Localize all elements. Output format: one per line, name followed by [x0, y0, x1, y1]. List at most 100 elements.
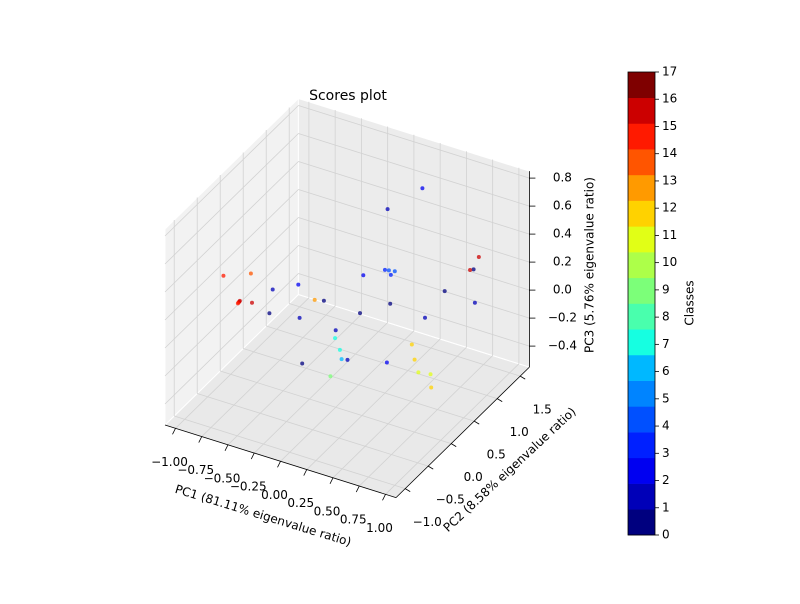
x-tick-label: −1.00 [151, 455, 188, 469]
tick-mark [198, 436, 203, 443]
x-tick-label: 1.00 [366, 521, 393, 535]
data-point [235, 301, 240, 306]
colorbar-tick-label: 14 [662, 146, 677, 160]
data-point [442, 289, 447, 294]
grid-line [164, 245, 299, 377]
colorbar-segment [628, 354, 655, 381]
grid-line [201, 305, 336, 437]
x-tick-label: −0.50 [204, 471, 241, 485]
grid-line [220, 370, 452, 444]
y-tick-label: 1.5 [533, 403, 552, 417]
data-point [248, 271, 253, 276]
y-tick-label: 1.0 [510, 425, 529, 439]
data-point [476, 255, 481, 260]
grid-line [174, 415, 406, 489]
y-tick-label: 0.0 [464, 470, 483, 484]
colorbar-segment [628, 432, 655, 459]
colorbar-tick-label: 12 [662, 201, 677, 215]
tick-mark [277, 461, 281, 468]
colorbar-tick-label: 1 [662, 500, 670, 514]
grid-line [197, 393, 429, 467]
data-point [296, 282, 301, 287]
tick-mark [382, 494, 386, 501]
colorbar-tick-label: 6 [662, 364, 670, 378]
colorbar-tick-label: 11 [662, 228, 677, 242]
grid-line [298, 161, 530, 235]
grid-line [164, 161, 299, 293]
colorbar-segment [628, 200, 655, 227]
data-point [388, 272, 393, 277]
data-point [382, 267, 387, 272]
x-tick-label: 0.00 [261, 488, 288, 502]
colorbar-tick-label: 13 [662, 173, 677, 187]
colorbar-segment [628, 226, 655, 253]
tick-mark [519, 375, 526, 380]
grid-line [164, 189, 299, 321]
data-point [339, 357, 344, 362]
tick-mark [473, 420, 480, 425]
colorbar-frame [627, 71, 656, 536]
colorbar-segment [628, 174, 655, 201]
data-point [270, 287, 275, 292]
grid-line [298, 105, 530, 179]
x-tick-label: 0.25 [287, 496, 314, 510]
tick-mark [404, 488, 411, 492]
data-point [300, 361, 305, 366]
colorbar-segment [628, 483, 655, 510]
data-point [358, 311, 362, 316]
data-point [416, 370, 421, 375]
z-tick-label: 0.4 [553, 227, 572, 241]
data-point [384, 360, 389, 365]
colorbar-tick-label: 2 [662, 473, 670, 487]
data-point [333, 336, 338, 341]
grid-line [164, 217, 299, 349]
colorbar-tick-label: 4 [662, 419, 670, 433]
tick-mark [172, 428, 176, 435]
colorbar-segment [628, 303, 655, 330]
z-tick-label: −0.4 [548, 339, 577, 353]
colorbar-segment [628, 406, 655, 433]
x-tick-label: 0.50 [314, 504, 341, 518]
data-point [250, 300, 254, 305]
colorbar-tick-label: 10 [662, 255, 677, 269]
grid-line [298, 217, 530, 291]
z-axis-label: PC3 (5.76% eigenvalue ratio) [583, 177, 597, 353]
colorbar-segment [628, 97, 655, 124]
data-point [468, 268, 473, 273]
data-point [321, 298, 326, 303]
colorbar-tick-label: 16 [662, 92, 677, 106]
colorbar-segment [628, 329, 655, 356]
data-point [420, 186, 425, 191]
x-tick-label: −0.75 [177, 463, 214, 477]
tick-mark [355, 485, 360, 493]
grid-line [298, 133, 530, 207]
data-point [345, 357, 350, 362]
data-point [472, 300, 477, 305]
data-point [361, 273, 366, 278]
colorbar-segment [628, 509, 655, 536]
colorbar-segment [628, 72, 655, 99]
data-point [388, 301, 393, 306]
colorbar-tick-label: 3 [662, 446, 670, 460]
tick-mark [496, 398, 503, 402]
data-point [337, 347, 342, 352]
colorbar-tick-label: 9 [662, 282, 670, 296]
data-point [471, 267, 476, 272]
grid-line [298, 245, 530, 319]
x-tick-label: 0.75 [340, 513, 367, 527]
grid-line [266, 325, 498, 399]
colorbar-segment [628, 252, 655, 279]
tick-mark [450, 443, 457, 447]
z-tick-label: −0.2 [548, 311, 577, 325]
tick-mark [329, 477, 334, 484]
colorbar-tick-label: 15 [662, 119, 677, 133]
grid-line [306, 338, 441, 470]
z-tick-label: 0.2 [553, 255, 572, 269]
data-point [429, 385, 434, 390]
y-axis-line [395, 366, 530, 498]
z-tick-label: 0.8 [553, 171, 572, 185]
grid-line [164, 105, 299, 237]
grid-line [298, 273, 530, 347]
colorbar-tick-label: 7 [662, 337, 670, 351]
